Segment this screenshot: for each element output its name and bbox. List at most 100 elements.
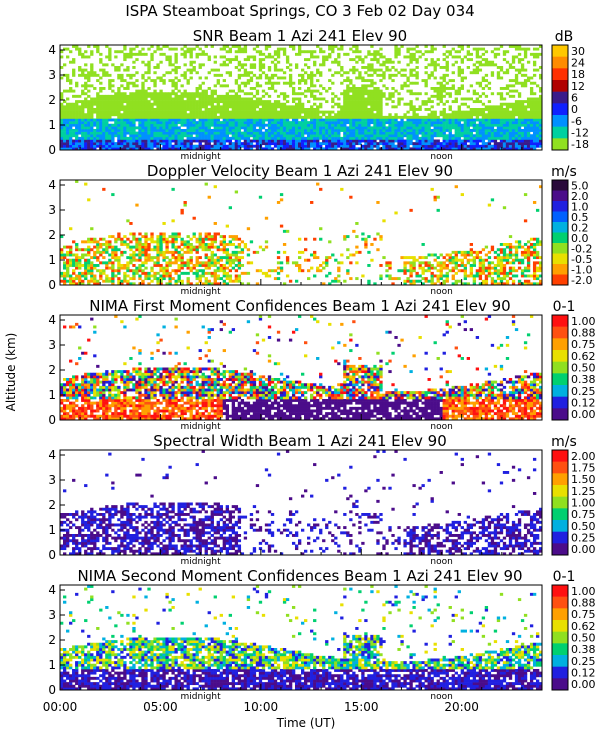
heatmap-cell: [288, 84, 293, 88]
heatmap-cell: [340, 147, 344, 151]
heatmap-cell: [415, 108, 419, 111]
heatmap-cell: [183, 110, 187, 114]
heatmap-cell: [331, 142, 335, 146]
heatmap-cell: [466, 115, 470, 119]
heatmap-cell: [111, 248, 115, 252]
heatmap-cell: [66, 253, 70, 257]
heatmap-cell: [144, 240, 148, 244]
heatmap-cell: [529, 121, 534, 125]
heatmap-cell: [322, 97, 326, 101]
heatmap-cell: [394, 134, 398, 138]
heatmap-cell: [367, 136, 371, 140]
heatmap-cell: [213, 142, 217, 146]
heatmap-cell: [481, 63, 486, 67]
heatmap-cell: [499, 45, 504, 48]
heatmap-cell: [294, 115, 299, 119]
heatmap-cell: [358, 250, 362, 254]
heatmap-cell: [258, 113, 263, 117]
heatmap-cell: [177, 115, 181, 119]
heatmap-cell: [499, 87, 504, 90]
heatmap-cell: [487, 110, 492, 114]
heatmap-cell: [367, 50, 371, 54]
heatmap-cell: [526, 142, 531, 146]
heatmap-cell: [424, 79, 428, 83]
heatmap-cell: [177, 97, 181, 101]
heatmap-cell: [487, 105, 492, 109]
heatmap-cell: [186, 123, 190, 127]
heatmap-cell: [304, 136, 308, 140]
heatmap-cell: [475, 110, 480, 114]
heatmap-cell: [228, 274, 233, 278]
heatmap-cell: [343, 97, 347, 101]
heatmap-cell: [409, 115, 413, 119]
heatmap-cell: [180, 208, 184, 212]
heatmap-cell: [114, 102, 118, 106]
heatmap-cell: [487, 81, 492, 85]
heatmap-cell: [111, 110, 115, 114]
heatmap-cell: [198, 144, 202, 148]
colorbar-unit: dB: [555, 29, 574, 45]
heatmap-cell: [165, 243, 169, 246]
heatmap-cell: [264, 76, 269, 80]
heatmap-cell: [334, 60, 338, 64]
heatmap-cell: [397, 131, 401, 135]
heatmap-cell: [409, 118, 413, 122]
heatmap-cell: [192, 47, 196, 51]
heatmap-cell: [424, 84, 428, 88]
heatmap-cell: [120, 136, 124, 140]
heatmap-cell: [496, 136, 501, 140]
heatmap-cell: [478, 131, 483, 135]
heatmap-cell: [499, 76, 504, 80]
heatmap-cell: [301, 126, 305, 130]
heatmap-cell: [261, 102, 266, 106]
heatmap-cell: [511, 139, 516, 143]
heatmap-cell: [156, 102, 160, 106]
heatmap-cell: [90, 237, 94, 241]
heatmap-cell: [427, 63, 431, 67]
heatmap-cell: [69, 136, 73, 140]
heatmap-cell: [367, 79, 371, 83]
heatmap-cell: [99, 147, 103, 151]
heatmap-cell: [78, 123, 82, 127]
heatmap-cell: [403, 73, 407, 77]
heatmap-cell: [129, 136, 133, 140]
heatmap-cell: [87, 71, 91, 75]
heatmap-cell: [81, 264, 85, 267]
heatmap-cell: [228, 71, 233, 75]
heatmap-cell: [219, 113, 223, 117]
heatmap-cell: [120, 50, 124, 54]
heatmap-cell: [144, 232, 148, 236]
heatmap-cell: [231, 123, 236, 127]
heatmap-cell: [526, 105, 531, 109]
heatmap-cell: [204, 100, 208, 104]
heatmap-cell: [135, 108, 139, 111]
heatmap-cell: [337, 102, 341, 106]
heatmap-cell: [328, 271, 332, 275]
heatmap-cell: [96, 269, 100, 273]
heatmap-cell: [132, 123, 136, 127]
heatmap-cell: [367, 147, 371, 151]
heatmap-cell: [183, 261, 187, 265]
heatmap-cell: [445, 134, 449, 138]
heatmap-cell: [63, 108, 67, 111]
heatmap-cell: [255, 147, 260, 151]
heatmap-cell: [282, 136, 287, 140]
heatmap-cell: [66, 131, 70, 135]
heatmap-cell: [481, 79, 486, 83]
heatmap-cell: [282, 47, 287, 51]
heatmap-cell: [391, 118, 395, 122]
heatmap-cell: [490, 144, 495, 148]
heatmap-cell: [355, 50, 359, 54]
heatmap-cell: [84, 147, 88, 151]
heatmap-cell: [415, 81, 419, 85]
heatmap-cell: [135, 45, 139, 48]
heatmap-cell: [451, 79, 455, 83]
heatmap-cell: [297, 256, 302, 260]
heatmap-cell: [304, 123, 308, 127]
heatmap-cell: [267, 129, 272, 132]
heatmap-cell: [370, 139, 374, 143]
heatmap-cell: [141, 118, 145, 122]
heatmap-cell: [132, 66, 136, 69]
heatmap-cell: [376, 118, 380, 122]
heatmap-cell: [228, 277, 233, 281]
